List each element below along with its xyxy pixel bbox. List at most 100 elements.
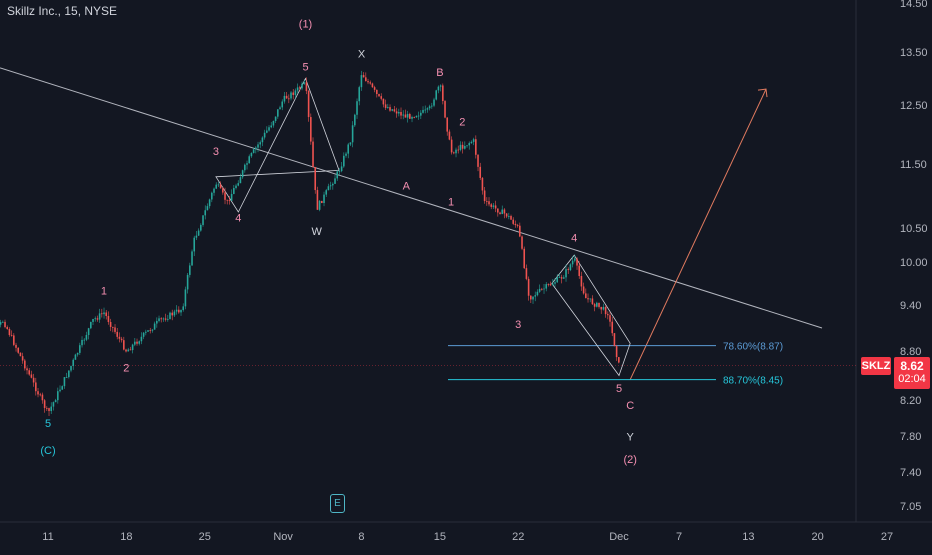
- candle-body: [448, 131, 451, 140]
- earnings-icon[interactable]: E: [330, 494, 345, 513]
- candle-body: [114, 327, 116, 332]
- wave-label: 3: [213, 146, 219, 158]
- candle-body: [244, 164, 246, 171]
- symbol-title: Skillz Inc., 15, NYSE: [7, 4, 118, 18]
- candle-body: [219, 184, 222, 189]
- candle-body: [547, 284, 550, 285]
- candle-body: [536, 291, 539, 296]
- candle-body: [2, 321, 4, 323]
- candle-body: [74, 354, 77, 360]
- candle-body: [81, 339, 83, 346]
- candle-body: [164, 318, 167, 320]
- wave-label: 4: [235, 213, 241, 225]
- candle-body: [351, 125, 354, 143]
- candle-body: [79, 345, 81, 353]
- candle-body: [230, 193, 233, 201]
- candle-body: [560, 277, 563, 279]
- candle-body: [604, 307, 607, 315]
- candle-body: [87, 328, 90, 335]
- candle-body: [338, 171, 341, 172]
- candle-body: [541, 288, 543, 290]
- candle-body: [395, 111, 398, 114]
- candle-body: [508, 215, 510, 217]
- candle-body: [160, 318, 163, 320]
- candle-body: [259, 142, 262, 145]
- candle-body: [83, 339, 86, 341]
- candle-body: [54, 400, 57, 403]
- wave-label: (2): [623, 454, 636, 466]
- candle-body: [43, 400, 46, 408]
- candle-body: [446, 117, 449, 132]
- candle-body: [461, 144, 464, 149]
- wave-label: (1): [299, 19, 312, 31]
- candle-body: [68, 370, 70, 378]
- wave-label: W: [312, 226, 323, 238]
- y-tick-label: 7.40: [900, 467, 921, 479]
- candle-body: [158, 318, 160, 321]
- candle-body: [237, 183, 240, 186]
- candle-body: [186, 274, 189, 290]
- candle-body: [356, 101, 358, 115]
- candle-body: [189, 265, 191, 275]
- candle-body: [8, 329, 11, 336]
- candle-body: [248, 156, 251, 164]
- candle-body: [439, 85, 442, 87]
- y-tick-label: 8.80: [900, 346, 921, 358]
- candle-body: [486, 201, 488, 202]
- candle-body: [481, 177, 484, 191]
- candle-body: [607, 314, 609, 316]
- candle-body: [182, 306, 185, 311]
- candle-body: [600, 306, 603, 310]
- x-tick-label: 22: [512, 531, 524, 543]
- candle-body: [310, 117, 312, 142]
- candle-body: [316, 190, 319, 210]
- candle-body: [479, 166, 482, 178]
- candle-body: [147, 330, 149, 332]
- candle-body: [103, 312, 105, 315]
- candle-body: [565, 269, 567, 278]
- candle-body: [545, 284, 548, 289]
- candle-body: [63, 377, 66, 387]
- candle-body: [292, 92, 295, 95]
- candle-body: [24, 360, 26, 369]
- candle-body: [582, 286, 585, 294]
- candle-body: [41, 394, 44, 401]
- candle-body: [15, 344, 17, 348]
- candle-body: [149, 330, 152, 332]
- candle-body: [272, 120, 275, 126]
- candle-body: [65, 377, 68, 378]
- candle-body: [226, 199, 229, 201]
- candle-body: [519, 225, 521, 237]
- candle-body: [134, 341, 136, 345]
- x-tick-label: 11: [42, 531, 53, 543]
- x-tick-label: 8: [358, 531, 364, 543]
- y-tick-label: 9.40: [900, 300, 921, 312]
- x-tick-label: Nov: [273, 531, 293, 543]
- candle-body: [477, 154, 479, 167]
- candle-body: [523, 248, 526, 269]
- candle-body: [336, 171, 339, 179]
- candle-body: [549, 284, 552, 286]
- candle-body: [424, 109, 427, 111]
- candle-body: [90, 321, 92, 329]
- wave-label: 1: [101, 285, 107, 297]
- candle-body: [10, 335, 13, 336]
- candle-body: [589, 298, 592, 300]
- x-tick-label: 18: [120, 531, 132, 543]
- candle-body: [4, 321, 6, 328]
- candle-body: [490, 204, 493, 207]
- candle-body: [294, 90, 297, 95]
- candle-body: [365, 77, 367, 82]
- candle-body: [426, 108, 429, 110]
- wave-label: 1: [448, 197, 454, 209]
- candle-body: [362, 75, 365, 78]
- candle-body: [246, 163, 248, 165]
- candle-body: [387, 107, 389, 108]
- candle-body: [314, 167, 317, 191]
- candle-body: [261, 137, 264, 143]
- candle-body: [558, 277, 561, 278]
- candle-body: [428, 106, 431, 109]
- candle-body: [193, 237, 196, 252]
